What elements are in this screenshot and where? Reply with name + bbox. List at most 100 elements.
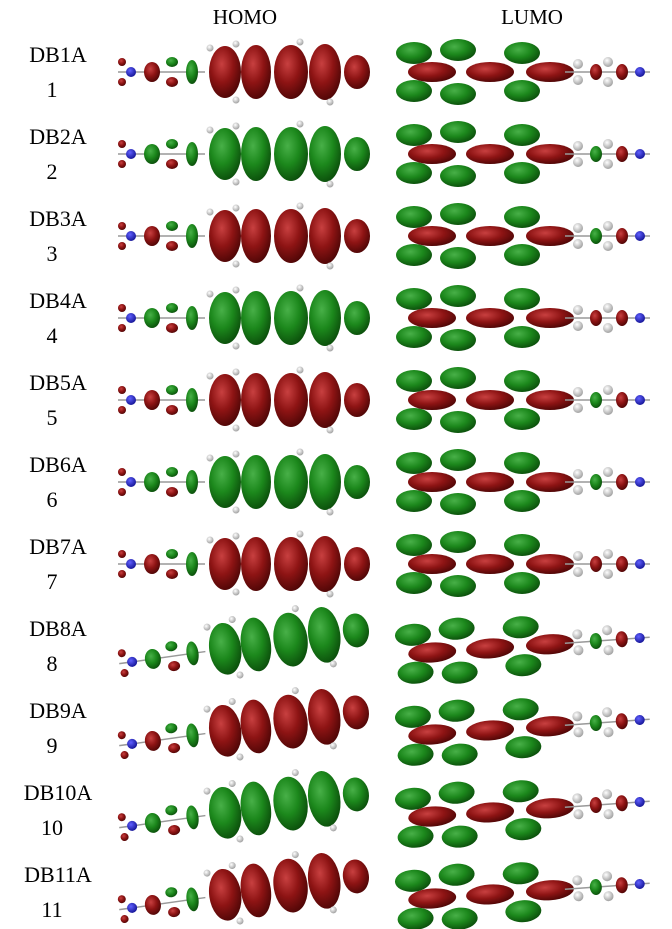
orbital-lobe bbox=[590, 228, 602, 244]
orbital-lobe bbox=[525, 715, 574, 738]
atom bbox=[203, 623, 211, 631]
orbital-lobe bbox=[309, 126, 341, 182]
atom bbox=[118, 222, 126, 230]
compound-number: 7 bbox=[47, 569, 58, 594]
atom bbox=[573, 387, 583, 397]
atom bbox=[236, 753, 244, 761]
orbital-lobe bbox=[397, 906, 434, 929]
orbital-lobe bbox=[396, 408, 432, 430]
homo-orbital bbox=[115, 595, 374, 696]
atom bbox=[291, 851, 299, 859]
orbital-lobe bbox=[504, 572, 540, 594]
atom bbox=[126, 820, 137, 831]
rows: DB1A1DB2A2DB3A3DB4A4DB5A5DB6A6DB7A7DB8A8… bbox=[24, 39, 652, 929]
orbital-lobe bbox=[344, 55, 370, 89]
atom bbox=[573, 551, 583, 561]
orbital-lobe bbox=[144, 812, 163, 834]
atom bbox=[207, 537, 214, 544]
orbital-lobe bbox=[615, 877, 628, 894]
orbital-lobe bbox=[396, 326, 432, 348]
homo-orbital bbox=[118, 121, 370, 188]
atom bbox=[233, 205, 240, 212]
orbital-lobe bbox=[504, 534, 540, 556]
orbital-lobe bbox=[465, 801, 514, 824]
orbital-lobe bbox=[408, 226, 456, 246]
atom bbox=[327, 591, 334, 598]
atom bbox=[603, 645, 614, 656]
atom bbox=[603, 241, 613, 251]
atom bbox=[602, 789, 613, 800]
atom bbox=[203, 705, 211, 713]
orbital-lobe bbox=[241, 45, 271, 99]
orbital-lobe bbox=[504, 124, 540, 146]
lumo-orbital bbox=[396, 39, 650, 105]
orbital-lobe bbox=[616, 146, 628, 162]
atom bbox=[297, 121, 304, 128]
compound-number: 6 bbox=[47, 487, 58, 512]
orbital-lobe bbox=[144, 648, 163, 670]
orbital-lobe bbox=[167, 906, 180, 918]
lumo-orbital bbox=[396, 121, 650, 187]
atom bbox=[233, 425, 240, 432]
atom bbox=[573, 567, 583, 577]
compound-name: DB7A bbox=[29, 534, 87, 559]
atom bbox=[233, 589, 240, 596]
atom bbox=[573, 239, 583, 249]
orbital-lobe bbox=[209, 374, 241, 426]
orbital-lobe bbox=[396, 534, 432, 556]
orbital-lobe bbox=[144, 472, 160, 492]
compound-name: DB2A bbox=[29, 124, 87, 149]
atom bbox=[233, 287, 240, 294]
orbital-lobe bbox=[440, 329, 476, 351]
atom bbox=[327, 509, 334, 516]
atom bbox=[228, 698, 236, 706]
orbital-lobe bbox=[466, 62, 514, 82]
orbital-lobe bbox=[440, 575, 476, 597]
orbital-lobe bbox=[341, 858, 371, 895]
orbital-lobe bbox=[270, 774, 311, 832]
atom bbox=[126, 395, 136, 405]
orbital-lobe bbox=[270, 856, 311, 914]
atom bbox=[635, 477, 645, 487]
orbital-lobe bbox=[590, 392, 602, 408]
lumo-orbital bbox=[396, 531, 650, 597]
orbital-lobe bbox=[396, 452, 432, 474]
orbital-lobe bbox=[408, 554, 456, 574]
atom bbox=[118, 304, 126, 312]
orbital-lobe bbox=[397, 742, 434, 766]
atom bbox=[297, 203, 304, 210]
compound-number: 3 bbox=[47, 241, 58, 266]
orbital-lobe bbox=[241, 209, 271, 263]
orbital-lobe bbox=[209, 46, 241, 98]
orbital-lobe bbox=[505, 735, 542, 759]
atom bbox=[327, 99, 334, 106]
orbital-lobe bbox=[166, 57, 178, 67]
orbital-lobe bbox=[274, 291, 308, 345]
orbital-lobe bbox=[589, 879, 602, 896]
orbital-lobe bbox=[185, 805, 200, 830]
orbital-lobe bbox=[396, 162, 432, 184]
compound-name: DB8A bbox=[29, 616, 87, 641]
atom bbox=[573, 469, 583, 479]
atom bbox=[126, 67, 136, 77]
orbital-lobe bbox=[341, 776, 371, 813]
atom bbox=[233, 97, 240, 104]
orbital-lobe bbox=[206, 621, 245, 677]
orbital-lobe bbox=[144, 894, 163, 916]
atom bbox=[603, 549, 613, 559]
compound-name: DB9A bbox=[29, 698, 87, 723]
atom bbox=[603, 809, 614, 820]
atom bbox=[573, 223, 583, 233]
atom bbox=[634, 797, 645, 808]
molecule-row: DB4A4 bbox=[29, 285, 650, 352]
orbital-lobe bbox=[209, 128, 241, 180]
orbital-lobe bbox=[185, 887, 200, 912]
molecule-row: DB2A2 bbox=[29, 121, 650, 188]
atom bbox=[207, 455, 214, 462]
orbital-lobe bbox=[440, 285, 476, 307]
orbital-lobe bbox=[505, 899, 542, 923]
orbital-lobe bbox=[166, 569, 178, 579]
molecule-row: DB7A 7 bbox=[29, 531, 650, 598]
orbital-lobe bbox=[344, 301, 370, 335]
orbital-lobe bbox=[241, 373, 271, 427]
